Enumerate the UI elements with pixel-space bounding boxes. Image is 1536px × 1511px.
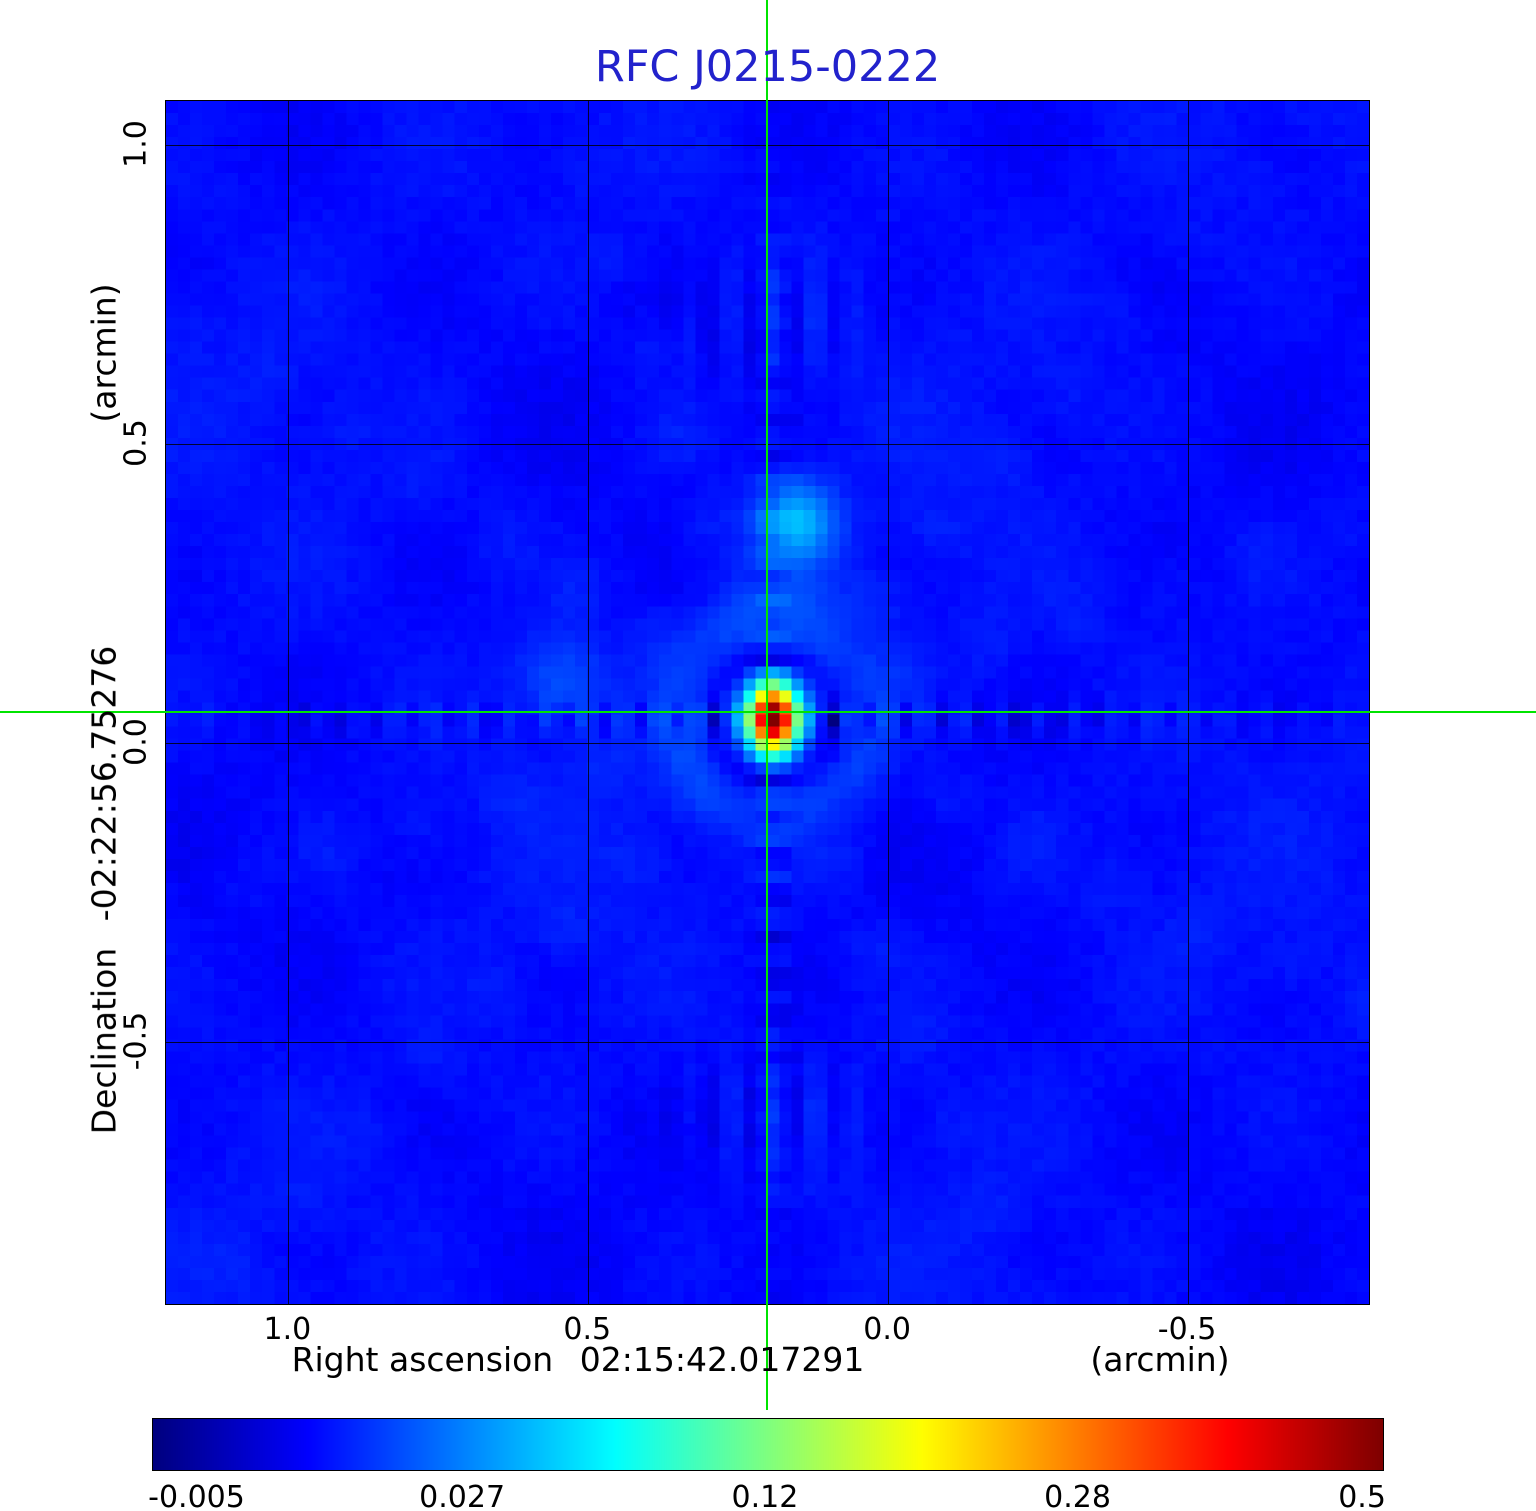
colorbar-tick-label: 0.027	[419, 1480, 506, 1511]
y-axis-name: Declination	[84, 947, 124, 1135]
grid-line-ra	[1187, 101, 1189, 1304]
crosshair-horizontal-line	[0, 711, 1536, 714]
x-axis-label: Right ascension 02:15:42.017291	[292, 1340, 865, 1379]
colorbar-tick-label: 0.12	[731, 1480, 799, 1511]
colorbar-tick-label: -0.005	[148, 1480, 245, 1511]
y-axis-unit: (arcmin)	[84, 283, 124, 423]
right-ascension-value: 02:15:42.017291	[579, 1340, 865, 1379]
x-tick-label: -0.5	[1157, 1312, 1217, 1347]
x-tick-label: 0.5	[563, 1312, 612, 1347]
x-axis-name: Right ascension	[291, 1340, 554, 1379]
declination-value: -02:22:56.75276	[84, 645, 124, 922]
y-tick-label: 1.0	[118, 120, 154, 169]
grid-line-ra	[287, 101, 289, 1304]
figure-title: RFC J0215-0222	[594, 42, 941, 92]
y-tick-label: -0.5	[118, 1011, 154, 1071]
x-axis-unit: (arcmin)	[1090, 1340, 1230, 1379]
grid-line-ra	[587, 101, 589, 1304]
colorbar-tick-label: 0.28	[1044, 1480, 1111, 1511]
y-tick-label: 0.0	[118, 718, 154, 767]
y-tick-label: 0.5	[118, 419, 154, 468]
grid-line-ra	[887, 101, 889, 1304]
colorbar-tick-label: 0.5	[1338, 1480, 1386, 1511]
x-tick-label: 0.0	[863, 1312, 912, 1347]
crosshair-vertical-line	[766, 0, 769, 1410]
x-tick-label: 1.0	[263, 1312, 312, 1347]
y-axis-label: Declination -02:22:56.75276	[85, 646, 124, 1135]
colorbar	[152, 1418, 1384, 1471]
